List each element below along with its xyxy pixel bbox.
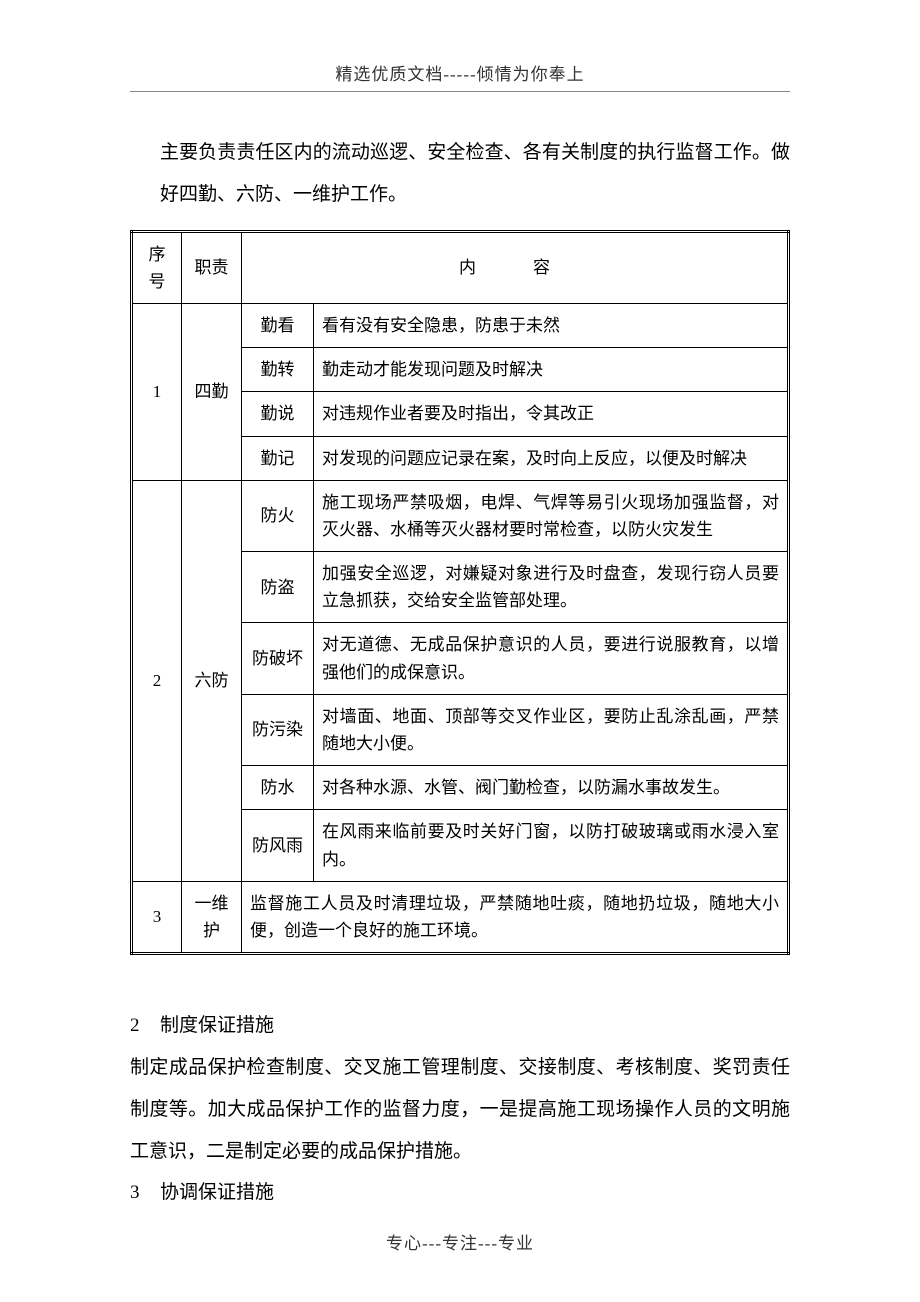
table-row: 3 一维护 监督施工人员及时清理垃圾，严禁随地吐痰，随地扔垃圾，随地大小便，创造…	[132, 881, 789, 953]
cell-content: 加强安全巡逻，对嫌疑对象进行及时盘查，发现行窃人员要立急抓获，交给安全监管部处理…	[314, 552, 789, 623]
cell-sub: 防水	[242, 766, 314, 810]
cell-content: 对无道德、无成品保护意识的人员，要进行说服教育，以增强他们的成保意识。	[314, 623, 789, 694]
cell-duty: 四勤	[182, 303, 242, 480]
cell-content: 施工现场严禁吸烟，电焊、气焊等易引火现场加强监督，对灭火器、水桶等灭火器材要时常…	[314, 480, 789, 551]
section-title: 制度保证措施	[160, 1015, 274, 1036]
cell-content: 在风雨来临前要及时关好门窗，以防打破玻璃或雨水浸入室内。	[314, 810, 789, 881]
cell-content: 勤走动才能发现问题及时解决	[314, 348, 789, 392]
cell-content: 监督施工人员及时清理垃圾，严禁随地吐痰，随地扔垃圾，随地大小便，创造一个良好的施…	[242, 881, 789, 953]
cell-content: 对各种水源、水管、阀门勤检查，以防漏水事故发生。	[314, 766, 789, 810]
col-header-seq: 序号	[132, 231, 182, 303]
table-row: 2 六防 防火 施工现场严禁吸烟，电焊、气焊等易引火现场加强监督，对灭火器、水桶…	[132, 480, 789, 551]
cell-seq: 1	[132, 303, 182, 480]
cell-content: 对墙面、地面、顶部等交叉作业区，要防止乱涂乱画，严禁随地大小便。	[314, 694, 789, 765]
cell-seq: 2	[132, 480, 182, 881]
section-number: 2	[130, 1005, 160, 1047]
section-title: 协调保证措施	[160, 1182, 274, 1203]
section-2-body: 制定成品保护检查制度、交叉施工管理制度、交接制度、考核制度、奖罚责任制度等。加大…	[130, 1047, 790, 1172]
cell-sub: 勤记	[242, 436, 314, 480]
cell-sub: 防盗	[242, 552, 314, 623]
section-2-heading: 2制度保证措施	[130, 1005, 790, 1047]
cell-content: 对违规作业者要及时指出，令其改正	[314, 392, 789, 436]
cell-content: 对发现的问题应记录在案，及时向上反应，以便及时解决	[314, 436, 789, 480]
cell-sub: 勤看	[242, 303, 314, 347]
section-3-heading: 3协调保证措施	[130, 1172, 790, 1214]
cell-content: 看有没有安全隐患，防患于未然	[314, 303, 789, 347]
duty-table: 序号 职责 内 容 1 四勤 勤看 看有没有安全隐患，防患于未然 勤转 勤走动才…	[130, 230, 790, 956]
cell-seq: 3	[132, 881, 182, 953]
cell-duty: 一维护	[182, 881, 242, 953]
intro-paragraph: 主要负责责任区内的流动巡逻、安全检查、各有关制度的执行监督工作。做好四勤、六防、…	[160, 132, 790, 216]
header-rule	[130, 91, 790, 92]
table-header-row: 序号 职责 内 容	[132, 231, 789, 303]
cell-sub: 防风雨	[242, 810, 314, 881]
cell-sub: 勤说	[242, 392, 314, 436]
cell-sub: 防污染	[242, 694, 314, 765]
cell-sub: 防破坏	[242, 623, 314, 694]
col-header-duty: 职责	[182, 231, 242, 303]
cell-duty: 六防	[182, 480, 242, 881]
page-footer: 专心---专注---专业	[0, 1229, 920, 1254]
col-header-content: 内 容	[242, 231, 789, 303]
section-number: 3	[130, 1172, 160, 1214]
cell-sub: 防火	[242, 480, 314, 551]
table-row: 1 四勤 勤看 看有没有安全隐患，防患于未然	[132, 303, 789, 347]
cell-sub: 勤转	[242, 348, 314, 392]
page-header: 精选优质文档-----倾情为你奉上	[130, 60, 790, 85]
